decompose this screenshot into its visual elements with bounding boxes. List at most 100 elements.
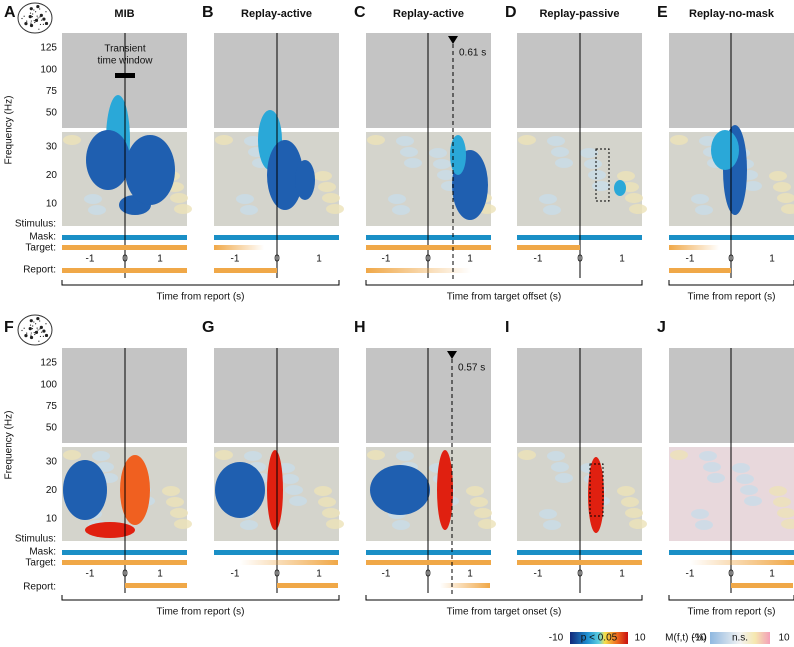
ns-patch bbox=[314, 486, 332, 496]
ns-patch bbox=[174, 519, 192, 529]
electrode bbox=[39, 8, 41, 10]
target-bar bbox=[669, 245, 719, 250]
electrode bbox=[36, 316, 40, 321]
x-tick-label: 0 bbox=[122, 569, 128, 580]
x-tick-label: -1 bbox=[534, 569, 543, 580]
ns-patch bbox=[84, 194, 102, 204]
panel-letter: H bbox=[354, 319, 366, 336]
x-tick-label: 1 bbox=[619, 254, 625, 265]
ns-patch bbox=[625, 508, 643, 518]
ns-patch bbox=[240, 520, 258, 530]
x-axis-label: Time from target onset (s) bbox=[447, 607, 562, 618]
ns-patch bbox=[326, 204, 344, 214]
ns-patch bbox=[433, 159, 451, 169]
ns-patch bbox=[474, 508, 492, 518]
ns-patch bbox=[166, 497, 184, 507]
electrode bbox=[39, 335, 42, 338]
x-tick-label: 1 bbox=[467, 569, 473, 580]
ns-patch bbox=[92, 451, 110, 461]
roi-box bbox=[589, 463, 604, 517]
electrode bbox=[45, 323, 47, 325]
x-tick-label: 1 bbox=[157, 254, 163, 265]
stream-label: Mask: bbox=[29, 232, 56, 243]
ns-patch bbox=[367, 450, 385, 460]
x-tick-label: 1 bbox=[316, 569, 322, 580]
x-tick-label: 1 bbox=[619, 569, 625, 580]
stream-label: Target: bbox=[25, 558, 56, 569]
electrode bbox=[45, 11, 47, 13]
electrode bbox=[44, 333, 49, 338]
ns-patch bbox=[437, 170, 455, 180]
electrode bbox=[34, 18, 39, 22]
x-axis-label: Time from report (s) bbox=[157, 607, 245, 618]
time-window-bar bbox=[115, 73, 135, 78]
report-bar bbox=[731, 583, 793, 588]
target-bar bbox=[240, 560, 338, 565]
ns-patch bbox=[769, 171, 787, 181]
ns-patch bbox=[588, 170, 606, 180]
sig-cluster bbox=[267, 140, 303, 210]
electrode bbox=[29, 335, 34, 340]
x-tick-label: -1 bbox=[534, 254, 543, 265]
ns-patch bbox=[244, 451, 262, 461]
ns-patch bbox=[777, 508, 794, 518]
ns-patch bbox=[699, 451, 717, 461]
x-tick-label: 0 bbox=[577, 569, 583, 580]
x-tick-label: -1 bbox=[686, 569, 695, 580]
y-axis-label: Frequency (Hz) bbox=[4, 411, 15, 480]
x-tick-label: -1 bbox=[686, 254, 695, 265]
electrode bbox=[34, 330, 39, 334]
x-tick-label: -1 bbox=[231, 254, 240, 265]
sig-cluster bbox=[614, 180, 626, 196]
axis-bracket bbox=[668, 280, 794, 286]
sig-cluster bbox=[437, 450, 453, 530]
electrode bbox=[38, 340, 40, 342]
ns-patch bbox=[63, 450, 81, 460]
ns-patch bbox=[592, 181, 610, 191]
report-bar bbox=[125, 583, 187, 588]
electrode bbox=[38, 28, 40, 30]
y-tick-label: 30 bbox=[46, 457, 58, 468]
electrode bbox=[37, 17, 39, 19]
ns-patch bbox=[518, 135, 536, 145]
target-bar bbox=[62, 245, 187, 250]
ns-patch bbox=[396, 451, 414, 461]
electrode bbox=[39, 23, 42, 26]
ns-patch bbox=[695, 520, 713, 530]
ns-patch bbox=[322, 508, 340, 518]
x-tick-label: -1 bbox=[231, 569, 240, 580]
x-tick-label: -1 bbox=[382, 254, 391, 265]
colorbar-ns bbox=[710, 632, 770, 644]
x-tick-label: 0 bbox=[122, 254, 128, 265]
ns-patch bbox=[470, 497, 488, 507]
ns-patch bbox=[174, 204, 192, 214]
sig-cluster bbox=[125, 135, 175, 205]
y-tick-label: 10 bbox=[46, 514, 58, 525]
ns-patch bbox=[392, 520, 410, 530]
panel-title: Replay-active bbox=[393, 8, 464, 20]
x-tick-label: -1 bbox=[86, 254, 95, 265]
annotation: time window bbox=[97, 56, 153, 67]
electrode bbox=[39, 328, 41, 330]
ns-patch bbox=[740, 485, 758, 495]
ns-patch bbox=[281, 474, 299, 484]
ns-patch bbox=[703, 462, 721, 472]
report-bar bbox=[440, 583, 490, 588]
electrode bbox=[36, 4, 40, 9]
sig-cluster bbox=[588, 457, 604, 533]
ns-patch bbox=[88, 205, 106, 215]
ns-patch bbox=[404, 158, 422, 168]
ns-patch bbox=[388, 194, 406, 204]
ns-patch bbox=[617, 486, 635, 496]
ns-patch bbox=[318, 182, 336, 192]
axis-bracket bbox=[61, 595, 340, 601]
y-axis-label: Frequency (Hz) bbox=[4, 96, 15, 165]
ns-patch bbox=[691, 194, 709, 204]
report-bar bbox=[277, 583, 338, 588]
x-tick-label: -1 bbox=[86, 569, 95, 580]
x-tick-label: 0 bbox=[728, 569, 734, 580]
electrode bbox=[36, 15, 38, 17]
y-tick-label: 10 bbox=[46, 199, 58, 210]
stream-label: Report: bbox=[23, 265, 56, 276]
